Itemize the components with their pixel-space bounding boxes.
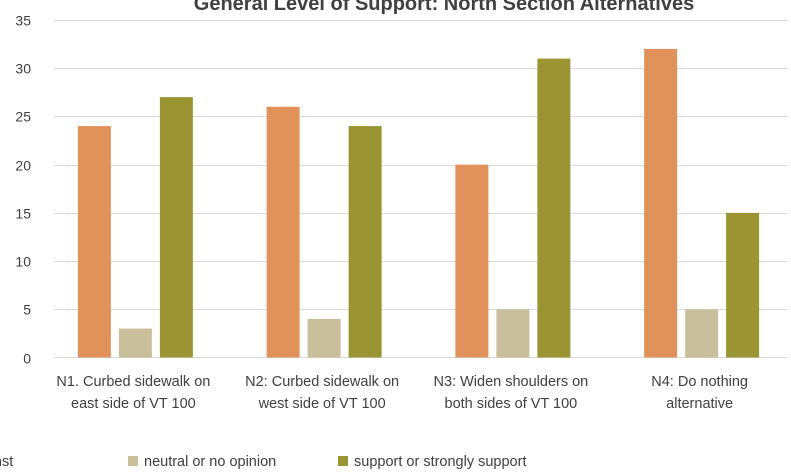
bar [159,97,193,358]
bar [644,48,678,358]
y-tick-label: 30 [15,61,31,77]
y-tick-label: 5 [23,302,31,318]
chart-title: General Level of Support: North Section … [194,0,694,15]
x-axis-labels: N1. Curbed sidewalk on east side of VT 10… [56,374,748,412]
bar [537,58,571,358]
bar [496,309,530,358]
x-tick-label: N2: Curbed sidewalk on west side of VT 10… [245,374,399,412]
y-tick-label: 15 [15,206,31,222]
x-tick-label: N3: Widen shoulders on both sides of VT 1… [434,374,589,412]
bar [348,126,382,358]
bar [455,164,489,358]
y-tick-label: 10 [15,254,31,270]
legend-label: support or strongly support [354,454,526,470]
bar [726,212,760,358]
legend-swatch [338,456,348,466]
legend: strongly against or against neutral or no… [0,454,526,470]
legend-label: strongly against or against [0,454,13,470]
y-tick-label: 0 [23,351,31,367]
y-axis: 0 5 10 15 20 25 30 35 [15,13,31,367]
x-tick-label: N4: Do nothing alternative [651,374,748,412]
y-tick-label: 35 [15,13,31,29]
bar [266,106,300,358]
bar [77,126,111,358]
y-tick-label: 25 [15,109,31,125]
x-tick-label: N1. Curbed sidewalk on east side of VT 10… [56,374,210,412]
bar [685,309,719,358]
bar [118,328,152,358]
legend-swatch [128,456,138,466]
bars [77,48,760,358]
bar [307,318,341,358]
y-tick-label: 20 [15,158,31,174]
legend-label: neutral or no opinion [144,454,276,470]
